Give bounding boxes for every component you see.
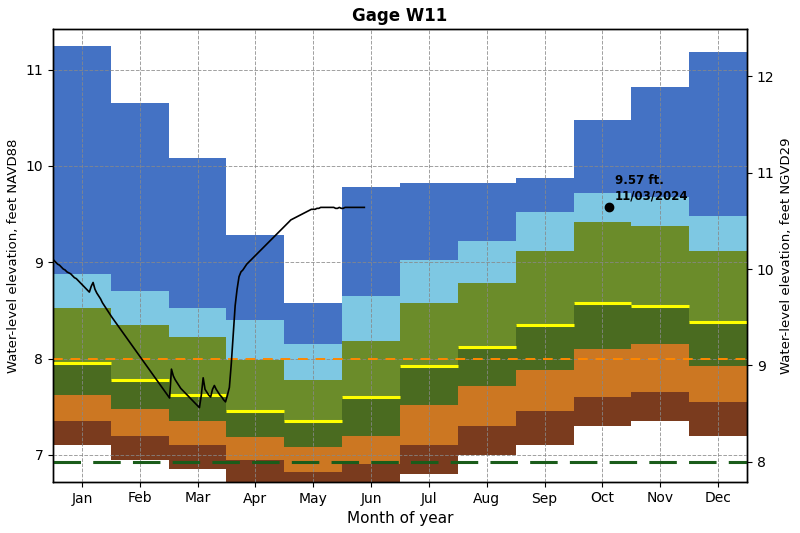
Bar bbox=[284, 344, 342, 379]
Bar bbox=[689, 216, 747, 251]
Bar bbox=[169, 421, 226, 445]
Text: 9.57 ft.
11/03/2024: 9.57 ft. 11/03/2024 bbox=[615, 174, 689, 203]
Bar bbox=[574, 349, 631, 397]
Bar bbox=[516, 411, 574, 445]
Bar bbox=[631, 305, 689, 344]
Bar bbox=[169, 445, 226, 469]
Bar bbox=[516, 177, 574, 212]
Bar bbox=[53, 46, 111, 274]
Bar bbox=[400, 405, 458, 445]
Bar bbox=[226, 320, 284, 360]
Bar bbox=[53, 364, 111, 395]
Bar bbox=[631, 225, 689, 305]
Bar bbox=[574, 397, 631, 426]
Bar bbox=[400, 303, 458, 366]
Bar bbox=[111, 103, 169, 291]
Bar bbox=[458, 183, 516, 241]
Bar bbox=[689, 402, 747, 435]
Bar bbox=[458, 241, 516, 284]
Bar bbox=[53, 395, 111, 421]
Bar bbox=[111, 291, 169, 325]
Bar bbox=[631, 392, 689, 421]
Bar bbox=[284, 472, 342, 501]
Bar bbox=[400, 183, 458, 260]
Bar bbox=[111, 325, 169, 379]
Bar bbox=[284, 447, 342, 472]
Bar bbox=[574, 222, 631, 303]
Bar bbox=[53, 421, 111, 445]
Bar bbox=[458, 284, 516, 347]
Title: Gage W11: Gage W11 bbox=[352, 7, 448, 25]
Bar bbox=[342, 464, 400, 494]
Bar bbox=[400, 445, 458, 474]
Bar bbox=[169, 337, 226, 395]
Bar bbox=[689, 251, 747, 322]
Bar bbox=[226, 235, 284, 320]
Bar bbox=[574, 193, 631, 222]
Bar bbox=[516, 251, 574, 325]
X-axis label: Month of year: Month of year bbox=[346, 511, 454, 526]
Bar bbox=[169, 395, 226, 421]
Bar bbox=[53, 274, 111, 309]
Bar bbox=[284, 379, 342, 421]
Y-axis label: Water-level elevation, feet NGVD29: Water-level elevation, feet NGVD29 bbox=[780, 138, 793, 374]
Bar bbox=[689, 322, 747, 366]
Bar bbox=[516, 212, 574, 251]
Bar bbox=[342, 341, 400, 397]
Bar bbox=[226, 459, 284, 482]
Bar bbox=[169, 158, 226, 309]
Bar bbox=[111, 379, 169, 409]
Bar bbox=[574, 303, 631, 349]
Bar bbox=[400, 260, 458, 303]
Bar bbox=[226, 411, 284, 438]
Bar bbox=[53, 309, 111, 364]
Bar bbox=[516, 325, 574, 370]
Bar bbox=[226, 360, 284, 411]
Bar bbox=[111, 409, 169, 435]
Bar bbox=[574, 120, 631, 193]
Bar bbox=[342, 296, 400, 341]
Bar bbox=[631, 197, 689, 225]
Bar bbox=[284, 421, 342, 447]
Bar bbox=[111, 435, 169, 459]
Bar bbox=[458, 385, 516, 426]
Bar bbox=[631, 344, 689, 392]
Bar bbox=[458, 347, 516, 385]
Y-axis label: Water-level elevation, feet NAVD88: Water-level elevation, feet NAVD88 bbox=[7, 139, 20, 373]
Bar bbox=[516, 370, 574, 411]
Bar bbox=[342, 187, 400, 296]
Bar bbox=[342, 435, 400, 464]
Bar bbox=[689, 52, 747, 216]
Bar bbox=[226, 438, 284, 459]
Bar bbox=[400, 366, 458, 405]
Bar bbox=[284, 303, 342, 344]
Bar bbox=[342, 397, 400, 435]
Bar bbox=[631, 87, 689, 197]
Bar bbox=[689, 366, 747, 402]
Bar bbox=[169, 309, 226, 337]
Bar bbox=[458, 426, 516, 455]
